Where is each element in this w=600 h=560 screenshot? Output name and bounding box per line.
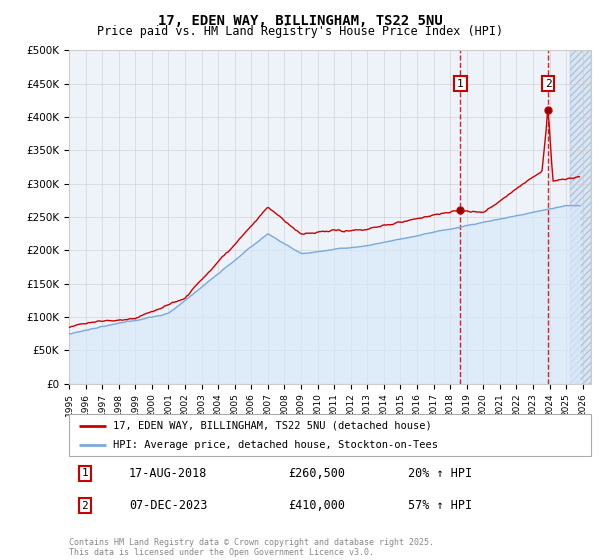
Text: £410,000: £410,000	[288, 499, 345, 512]
Text: 1: 1	[81, 468, 88, 478]
Text: 17, EDEN WAY, BILLINGHAM, TS22 5NU: 17, EDEN WAY, BILLINGHAM, TS22 5NU	[158, 14, 442, 28]
Text: HPI: Average price, detached house, Stockton-on-Tees: HPI: Average price, detached house, Stoc…	[113, 440, 439, 450]
Text: 17-AUG-2018: 17-AUG-2018	[129, 467, 208, 480]
Text: 17, EDEN WAY, BILLINGHAM, TS22 5NU (detached house): 17, EDEN WAY, BILLINGHAM, TS22 5NU (deta…	[113, 421, 432, 431]
Text: £260,500: £260,500	[288, 467, 345, 480]
Text: 1: 1	[457, 79, 464, 88]
Text: Contains HM Land Registry data © Crown copyright and database right 2025.
This d: Contains HM Land Registry data © Crown c…	[69, 538, 434, 557]
Text: Price paid vs. HM Land Registry's House Price Index (HPI): Price paid vs. HM Land Registry's House …	[97, 25, 503, 38]
Text: 2: 2	[545, 79, 551, 88]
Text: 2: 2	[81, 501, 88, 511]
Text: 07-DEC-2023: 07-DEC-2023	[129, 499, 208, 512]
Text: 57% ↑ HPI: 57% ↑ HPI	[409, 499, 472, 512]
Text: 20% ↑ HPI: 20% ↑ HPI	[409, 467, 472, 480]
